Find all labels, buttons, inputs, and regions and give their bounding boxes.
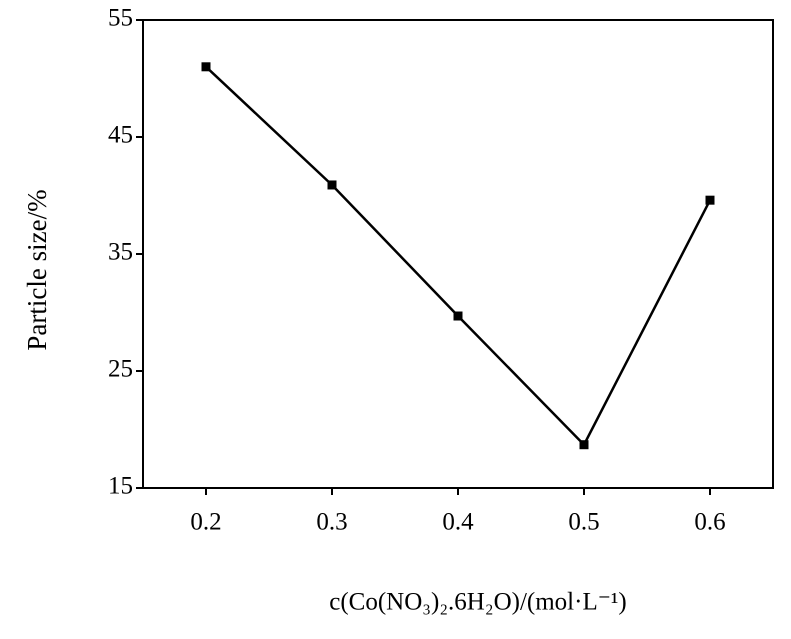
- y-tick-label: 45: [108, 122, 133, 149]
- y-tick-label: 35: [108, 239, 133, 266]
- y-tick-label: 55: [108, 5, 133, 32]
- x-tick-label: 0.2: [190, 509, 221, 536]
- y-tick-label: 15: [108, 473, 133, 500]
- data-point: [579, 440, 589, 450]
- y-axis-label: Particle size/%: [22, 189, 52, 350]
- data-point: [327, 180, 337, 190]
- y-tick-label: 25: [108, 356, 133, 383]
- x-axis-label: c(Co(NO₃)₂.6H₂O)/(mol·L⁻¹): [329, 589, 626, 616]
- x-tick-label: 0.6: [694, 509, 725, 536]
- data-point: [201, 62, 211, 72]
- plot-frame: [142, 19, 774, 489]
- data-point: [705, 195, 715, 205]
- data-line: [205, 65, 712, 447]
- x-tick-label: 0.5: [568, 509, 599, 536]
- x-tick-label: 0.3: [316, 509, 347, 536]
- data-point: [453, 311, 463, 321]
- x-tick-label: 0.4: [442, 509, 474, 536]
